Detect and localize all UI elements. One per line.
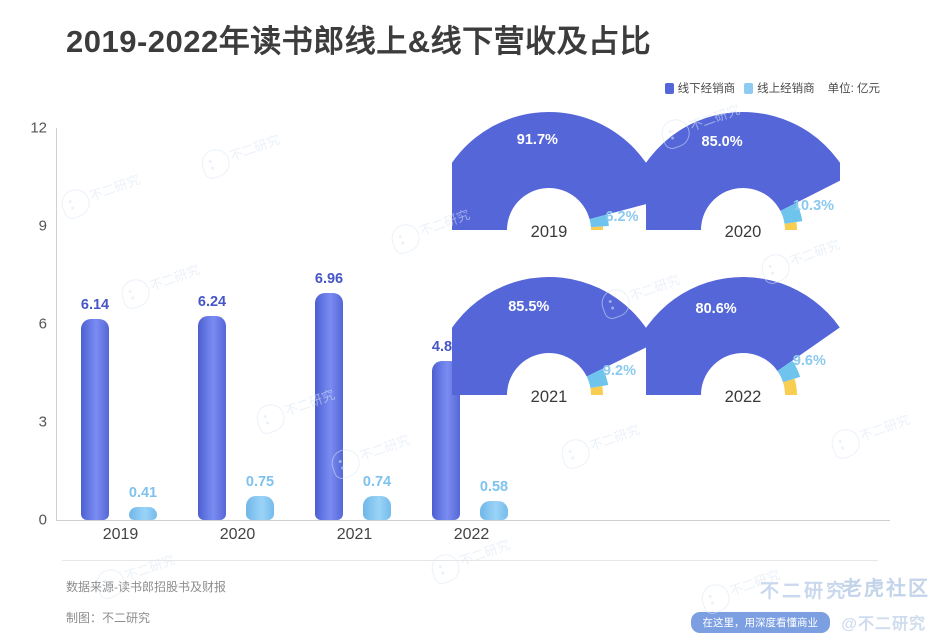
y-axis-tick: 9 — [38, 217, 47, 235]
bar-offline — [198, 316, 226, 520]
legend-item-offline: 线下经销商 — [664, 80, 736, 96]
chart-legend: 线下经销商 线上经销商 单位: 亿元 — [664, 80, 880, 96]
pie-slice-线下经销商 — [646, 277, 840, 395]
bar-value-label: 6.96 — [314, 270, 344, 287]
y-axis-tick: 0 — [38, 511, 47, 529]
x-axis-label: 2022 — [453, 526, 490, 543]
slogan-badge: 在这里，用深度看懂商业 — [690, 612, 830, 633]
bar-series-group: 6.14 0.41 6.24 0.75 6.96 0.74 4.88 0.58 — [56, 128, 526, 520]
pie-panel-2020: 85.0% 10.3% 2020 — [646, 78, 840, 243]
legend-swatch-online — [744, 82, 754, 94]
pie-slice-线下经销商 — [452, 277, 646, 395]
legend-item-online: 线上经销商 — [744, 80, 815, 96]
pie-slice-线上经销商 — [589, 214, 609, 228]
brand-logo: 不二研究 — [759, 581, 848, 602]
pie-slice-其他 — [590, 386, 603, 395]
pie-slice-线下经销商 — [646, 112, 840, 230]
y-axis-tick: 12 — [30, 119, 47, 137]
bar-online — [246, 495, 274, 520]
legend-label-online: 线上经销商 — [757, 83, 815, 95]
bar-chart-plot: 0 3 6 9 12 6.14 0.41 6.24 0.75 6.96 0.74 4.88 0.58 … — [30, 120, 890, 543]
pie-slice-label: 6.2% — [605, 208, 639, 225]
pie-slice-线上经销商 — [780, 202, 803, 224]
pie-slice-其他 — [784, 222, 797, 230]
pie-panel-2022: 80.6% 9.6% 2022 — [646, 243, 840, 408]
bar-online — [480, 501, 508, 520]
pie-year-label: 2020 — [724, 223, 762, 241]
y-axis-tick: 3 — [38, 413, 47, 431]
data-source-note: 数据来源-读书郎招股书及财报 — [66, 580, 226, 594]
bar-online — [363, 495, 391, 520]
x-axis-label: 2020 — [219, 526, 256, 543]
pie-slice-label: 91.7% — [516, 132, 558, 149]
pie-panel-group: 91.7% 6.2% 2019 85.0% 10.3% 2020 85.5% 9.2% 2021… — [452, 78, 840, 408]
pie-slice-其他 — [590, 226, 603, 230]
pie-slice-label: 10.3% — [792, 198, 835, 215]
bar-value-label: 0.75 — [245, 473, 275, 490]
social-handle: @不二研究 — [841, 616, 926, 633]
pie-year-label: 2019 — [530, 223, 568, 241]
legend-label-offline: 线下经销商 — [677, 83, 736, 95]
y-axis-line — [56, 128, 57, 520]
y-axis-tick: 6 — [38, 315, 47, 333]
bar-value-label: 6.24 — [197, 294, 227, 311]
pie-slice-label: 85.0% — [701, 133, 743, 150]
community-watermark: 老虎社区 — [842, 578, 930, 600]
bar-value-label: 0.74 — [362, 473, 392, 490]
bar-offline — [81, 319, 109, 520]
made-by-note: 制图：不二研究 — [66, 611, 151, 625]
bar-offline — [315, 292, 343, 520]
pie-panel-2019: 91.7% 6.2% 2019 — [452, 78, 646, 243]
pie-panel-2021: 85.5% 9.2% 2021 — [452, 243, 646, 408]
pie-slice-线下经销商 — [452, 112, 646, 230]
bar-group: 6.24 0.75 — [179, 128, 296, 520]
bar-group: 6.96 0.74 — [296, 128, 413, 520]
bar-online — [129, 506, 157, 520]
pie-slice-线上经销商 — [586, 368, 609, 389]
pie-slice-label: 9.2% — [602, 363, 636, 380]
page-title: 2019-2022年读书郎线上&线下营收及占比 — [66, 24, 652, 59]
pie-year-label: 2022 — [724, 388, 762, 406]
pie-slice-其他 — [783, 378, 797, 395]
bar-value-label: 6.14 — [80, 297, 110, 314]
footer-divider — [62, 560, 878, 561]
bar-value-label: 0.58 — [479, 479, 509, 496]
bar-group: 6.14 0.41 — [62, 128, 179, 520]
bar-value-label: 0.41 — [128, 484, 158, 501]
pie-slice-label: 85.5% — [508, 298, 550, 315]
x-axis-label: 2021 — [336, 526, 373, 543]
legend-swatch-offline — [664, 82, 674, 94]
pie-year-label: 2021 — [530, 388, 568, 406]
pie-slice-线上经销商 — [777, 360, 801, 383]
x-axis-label: 2019 — [102, 526, 139, 543]
x-axis-line — [56, 520, 890, 521]
legend-unit: 单位: 亿元 — [827, 83, 880, 95]
pie-slice-label: 80.6% — [695, 300, 737, 317]
pie-slice-label: 9.6% — [792, 353, 826, 370]
